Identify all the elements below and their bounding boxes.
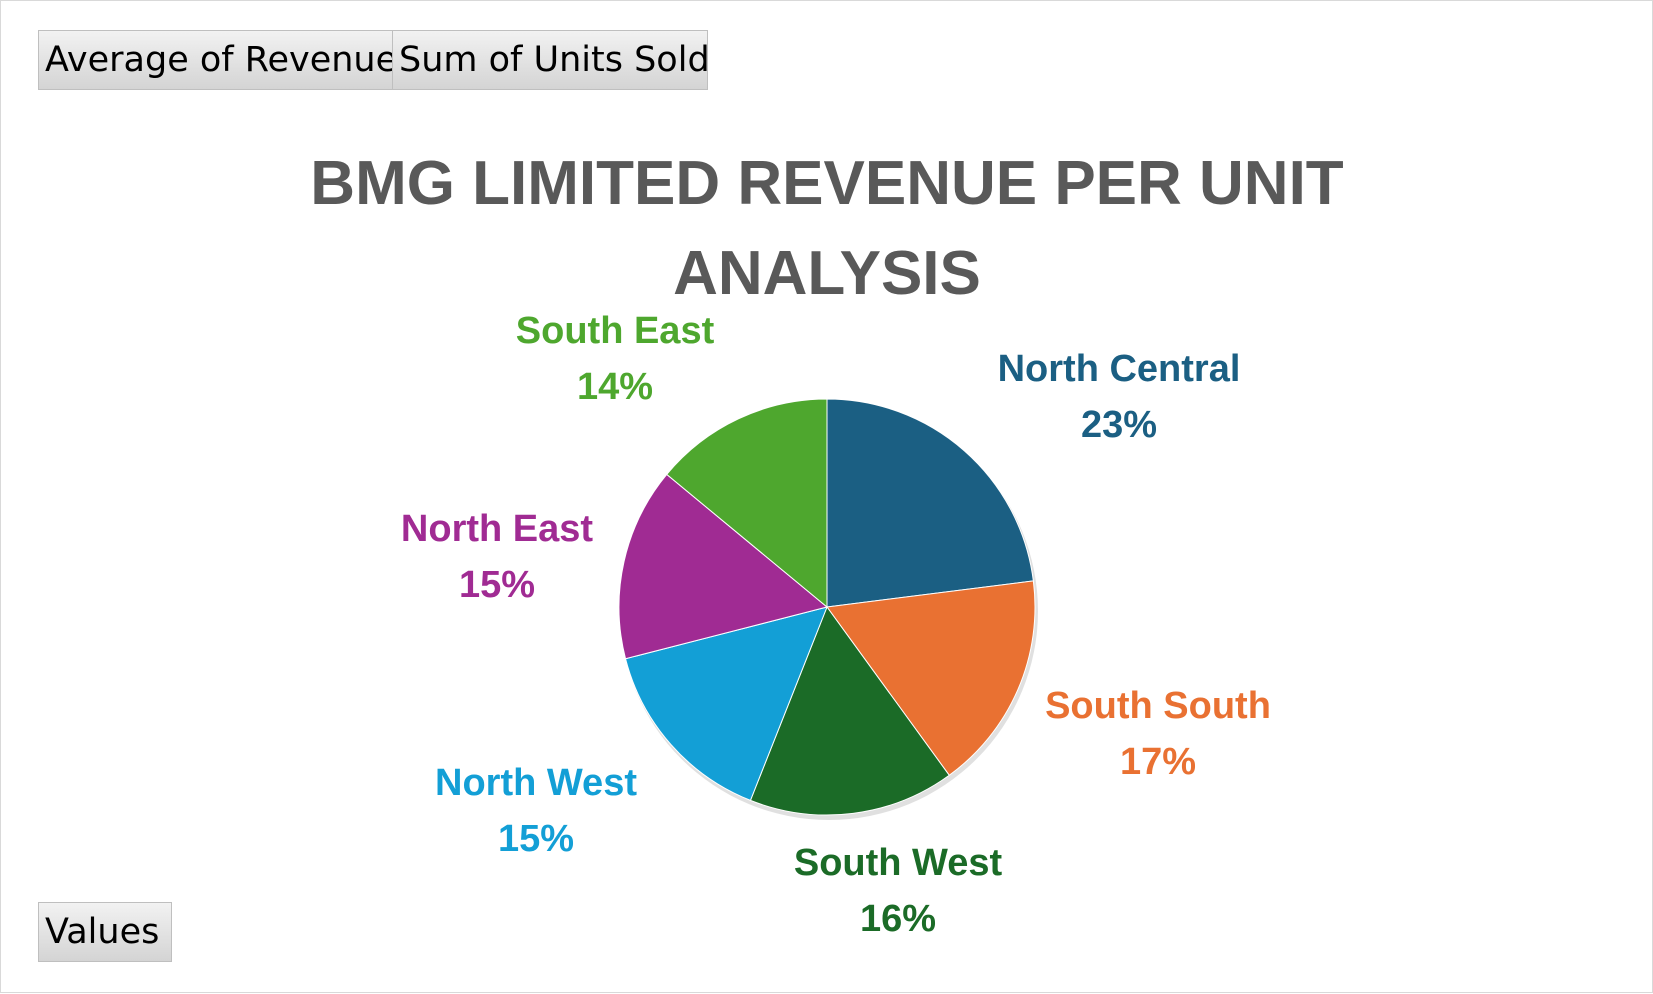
data-label-north-west: North West 15% xyxy=(386,755,686,867)
values-field-button[interactable]: Values xyxy=(38,902,172,962)
pie-slices xyxy=(618,398,1038,820)
sum-of-units-sold-field-button[interactable]: Sum of Units Sold xyxy=(392,30,710,90)
data-label-north-central: North Central 23% xyxy=(969,341,1269,453)
average-of-revenue-field-button[interactable]: Average of Revenue xyxy=(38,30,397,90)
data-label-category: North East xyxy=(400,508,594,550)
data-label-north-east: North East 15% xyxy=(347,501,647,613)
pie-slice-north-east[interactable] xyxy=(618,473,829,660)
chart-title: BMG LIMITED REVENUE PER UNIT ANALYSIS xyxy=(310,149,1344,308)
data-label-percent: 16% xyxy=(859,898,937,940)
data-label-south-east: South East 14% xyxy=(465,303,765,415)
data-label-category: South East xyxy=(515,310,715,352)
data-label-percent: 23% xyxy=(1080,404,1158,446)
pie-slice-north-central[interactable] xyxy=(826,398,1034,608)
data-label-south-west: South West 16% xyxy=(748,835,1048,947)
data-label-category: South South xyxy=(1045,685,1271,727)
data-label-percent: 17% xyxy=(1119,741,1197,783)
data-label-percent: 15% xyxy=(497,818,575,860)
data-label-percent: 15% xyxy=(458,564,536,606)
data-label-percent: 14% xyxy=(576,366,654,408)
data-label-category: South West xyxy=(793,842,1003,884)
pie-slice-south-east[interactable] xyxy=(666,398,828,609)
pie-slice-south-west[interactable] xyxy=(749,605,950,816)
data-label-category: North Central xyxy=(997,348,1241,390)
data-label-south-south: South South 17% xyxy=(1008,678,1308,790)
pie-slice-north-west[interactable] xyxy=(624,606,828,802)
data-label-category: North West xyxy=(435,762,637,804)
pie-slice-south-south[interactable] xyxy=(826,580,1036,776)
